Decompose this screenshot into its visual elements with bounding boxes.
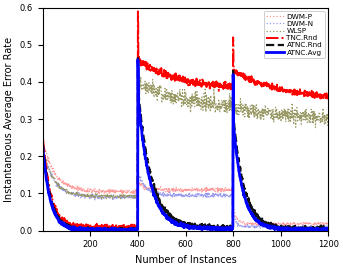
ATNC.Rnd xyxy=(41,143,45,146)
ATNC.Rnd xyxy=(86,229,90,232)
ATNC.Avg xyxy=(41,146,45,150)
TNC.Rnd xyxy=(191,79,196,82)
DWM-N xyxy=(165,195,169,198)
Legend: DWM-P, DWM-N, WLSP, TNC.Rnd, ATNC.Rnd, ATNC.Avg: DWM-P, DWM-N, WLSP, TNC.Rnd, ATNC.Rnd, A… xyxy=(264,11,325,58)
DWM-N xyxy=(89,193,93,196)
WLSP xyxy=(165,93,169,97)
WLSP xyxy=(110,197,115,201)
DWM-N xyxy=(197,192,201,195)
ATNC.Avg xyxy=(89,227,93,230)
Y-axis label: Instantaneous Average Error Rate: Instantaneous Average Error Rate xyxy=(4,37,14,202)
ATNC.Avg xyxy=(191,225,196,228)
TNC.Rnd xyxy=(197,83,201,87)
TNC.Rnd xyxy=(77,228,81,232)
DWM-N xyxy=(137,174,141,177)
ATNC.Avg xyxy=(197,227,201,230)
TNC.Rnd xyxy=(138,62,142,65)
Line: ATNC.Avg: ATNC.Avg xyxy=(43,60,328,231)
DWM-P xyxy=(258,224,262,227)
TNC.Rnd xyxy=(165,77,169,80)
DWM-P xyxy=(191,189,195,192)
TNC.Rnd xyxy=(136,10,140,13)
ATNC.Avg xyxy=(81,229,85,232)
ATNC.Rnd xyxy=(197,224,201,227)
TNC.Rnd xyxy=(89,225,93,228)
ATNC.Rnd xyxy=(191,224,196,228)
DWM-N xyxy=(42,147,46,151)
WLSP xyxy=(89,194,93,197)
DWM-P xyxy=(41,138,45,141)
ATNC.Rnd xyxy=(138,104,142,107)
WLSP xyxy=(137,79,141,82)
DWM-N xyxy=(79,194,83,197)
DWM-P xyxy=(197,187,201,191)
TNC.Rnd xyxy=(41,136,45,139)
WLSP xyxy=(326,112,330,115)
WLSP xyxy=(191,102,196,105)
DWM-N xyxy=(258,227,262,231)
DWM-P xyxy=(137,184,141,187)
ATNC.Avg xyxy=(138,113,142,116)
ATNC.Avg xyxy=(136,58,140,61)
ATNC.Avg xyxy=(79,226,83,229)
DWM-P xyxy=(89,188,93,191)
ATNC.Rnd xyxy=(165,211,169,215)
Line: WLSP: WLSP xyxy=(43,77,328,199)
DWM-P xyxy=(165,188,169,192)
DWM-P xyxy=(79,188,83,192)
ATNC.Rnd xyxy=(136,54,140,58)
DWM-N xyxy=(326,225,330,229)
ATNC.Rnd xyxy=(79,227,83,230)
ATNC.Rnd xyxy=(326,227,330,230)
Line: ATNC.Rnd: ATNC.Rnd xyxy=(43,56,328,231)
Line: DWM-P: DWM-P xyxy=(43,139,328,225)
DWM-N xyxy=(191,195,195,198)
Line: TNC.Rnd: TNC.Rnd xyxy=(43,11,328,230)
TNC.Rnd xyxy=(79,226,83,229)
WLSP xyxy=(79,193,83,196)
DWM-P xyxy=(326,222,330,225)
WLSP xyxy=(197,97,201,100)
ATNC.Avg xyxy=(326,227,330,231)
ATNC.Avg xyxy=(165,215,169,218)
Line: DWM-N: DWM-N xyxy=(43,149,328,229)
DWM-N xyxy=(41,148,45,151)
TNC.Rnd xyxy=(326,95,330,98)
X-axis label: Number of Instances: Number of Instances xyxy=(135,255,236,265)
WLSP xyxy=(139,75,143,78)
ATNC.Rnd xyxy=(89,227,93,231)
WLSP xyxy=(41,147,45,150)
